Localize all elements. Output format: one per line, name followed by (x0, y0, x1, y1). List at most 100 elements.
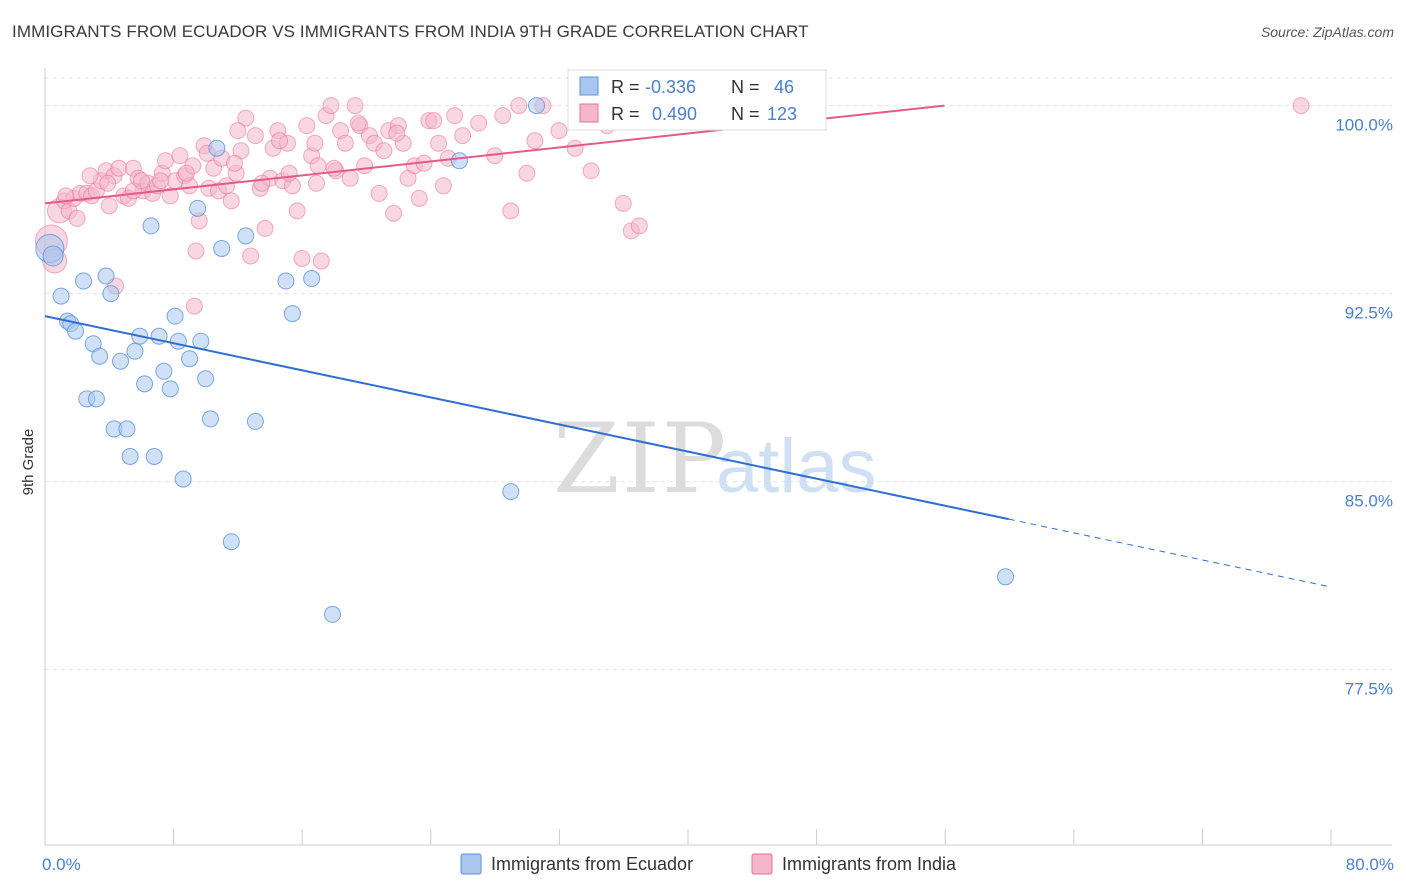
point-ecuador-24 (161, 380, 179, 398)
series-ecuador (35, 97, 1015, 623)
point-ecuador-23 (155, 362, 173, 380)
point-ecuador-33 (208, 139, 226, 157)
point-india-40 (222, 192, 240, 210)
legend-n-label-india: N = (731, 104, 760, 124)
point-india-6 (68, 209, 86, 227)
point-india-106 (152, 172, 170, 190)
legend-n-label-ecuador: N = (731, 77, 760, 97)
point-ecuador-27 (174, 470, 192, 488)
point-india-96 (566, 139, 584, 157)
point-india-25 (156, 152, 174, 170)
point-india-89 (494, 107, 512, 125)
point-india-68 (356, 157, 374, 175)
point-india-71 (370, 184, 388, 202)
point-india-101 (630, 217, 648, 235)
y-tick-label-2: 92.5% (1345, 304, 1393, 323)
point-india-92 (518, 164, 536, 182)
point-ecuador-17 (126, 342, 144, 360)
point-ecuador-35 (222, 533, 240, 551)
point-ecuador-37 (246, 412, 264, 430)
y-tick-label-3: 100.0% (1335, 116, 1393, 135)
point-india-74 (385, 204, 403, 222)
point-india-43 (237, 109, 255, 127)
series-legend-swatch-india (751, 853, 773, 875)
correlation-legend: R = -0.336 N = 46 R = 0.490 N = 123 (567, 69, 827, 131)
point-ecuador-15 (118, 420, 136, 438)
point-india-83 (430, 134, 448, 152)
point-india-26 (161, 187, 179, 205)
point-india-61 (322, 97, 340, 115)
point-ecuador-9 (87, 390, 105, 408)
point-ecuador-44 (997, 568, 1015, 586)
point-india-32 (187, 242, 205, 260)
point-india-65 (341, 169, 359, 187)
point-india-64 (336, 134, 354, 152)
point-india-45 (246, 127, 264, 145)
y-tick-label-0: 77.5% (1345, 680, 1393, 699)
point-ecuador-42 (450, 152, 468, 170)
point-india-107 (177, 164, 195, 182)
watermark-atlas: atlas (716, 424, 877, 509)
gridlines (45, 77, 1392, 671)
point-india-87 (470, 114, 488, 132)
point-india-123 (1292, 97, 1310, 115)
point-india-84 (434, 177, 452, 195)
x-tick-label-max: 80.0% (1346, 855, 1394, 874)
point-india-117 (229, 122, 247, 140)
point-india-66 (346, 97, 364, 115)
point-ecuador-36 (237, 227, 255, 245)
point-ecuador-45 (528, 97, 546, 115)
point-india-28 (171, 147, 189, 165)
point-india-120 (349, 114, 367, 132)
watermark-zip: ZIP (553, 403, 728, 515)
point-ecuador-39 (283, 305, 301, 323)
point-india-118 (271, 132, 289, 150)
legend-n-value-ecuador: 46 (774, 77, 794, 97)
point-ecuador-41 (324, 605, 342, 623)
trend-line-ecuador-extension (1008, 518, 1331, 588)
point-ecuador-14 (111, 352, 129, 370)
point-ecuador-38 (277, 272, 295, 290)
point-india-103 (81, 167, 99, 185)
point-india-110 (253, 174, 271, 192)
point-ecuador-20 (142, 217, 160, 235)
point-india-39 (218, 177, 236, 195)
point-india-15 (110, 159, 128, 177)
chart-source: Source: ZipAtlas.com (1260, 24, 1394, 40)
point-ecuador-32 (201, 410, 219, 428)
point-india-111 (280, 164, 298, 182)
point-india-97 (582, 162, 600, 180)
legend-r-label-india: R = (611, 104, 640, 124)
point-ecuador-16 (121, 448, 139, 465)
point-india-82 (425, 112, 443, 130)
point-ecuador-2 (52, 287, 70, 305)
point-ecuador-29 (189, 199, 207, 217)
legend-r-label-ecuador: R = (611, 77, 640, 97)
legend-box (567, 69, 827, 131)
point-india-44 (242, 247, 260, 265)
point-ecuador-31 (197, 370, 215, 388)
point-india-13 (100, 197, 118, 215)
point-india-121 (388, 124, 406, 142)
legend-r-value-ecuador: -0.336 (645, 77, 696, 97)
point-ecuador-1 (42, 245, 64, 267)
series-legend-label-ecuador: Immigrants from Ecuador (491, 854, 693, 874)
point-ecuador-5 (67, 322, 85, 340)
point-india-91 (510, 97, 528, 115)
point-india-54 (288, 202, 306, 220)
y-tick-label-1: 85.0% (1345, 492, 1393, 511)
point-india-93 (526, 132, 544, 150)
point-india-112 (306, 134, 324, 152)
series-legend-label-india: Immigrants from India (782, 854, 957, 874)
point-india-56 (298, 117, 316, 135)
point-ecuador-28 (181, 350, 199, 368)
legend-r-value-india: 0.490 (652, 104, 697, 124)
chart-title: IMMIGRANTS FROM ECUADOR VS IMMIGRANTS FR… (12, 22, 809, 41)
x-tick-label-min: 0.0% (42, 855, 81, 874)
point-ecuador-40 (303, 270, 321, 288)
point-ecuador-21 (145, 448, 163, 465)
point-india-116 (185, 297, 203, 315)
point-ecuador-34 (213, 239, 231, 257)
point-india-113 (325, 159, 343, 177)
